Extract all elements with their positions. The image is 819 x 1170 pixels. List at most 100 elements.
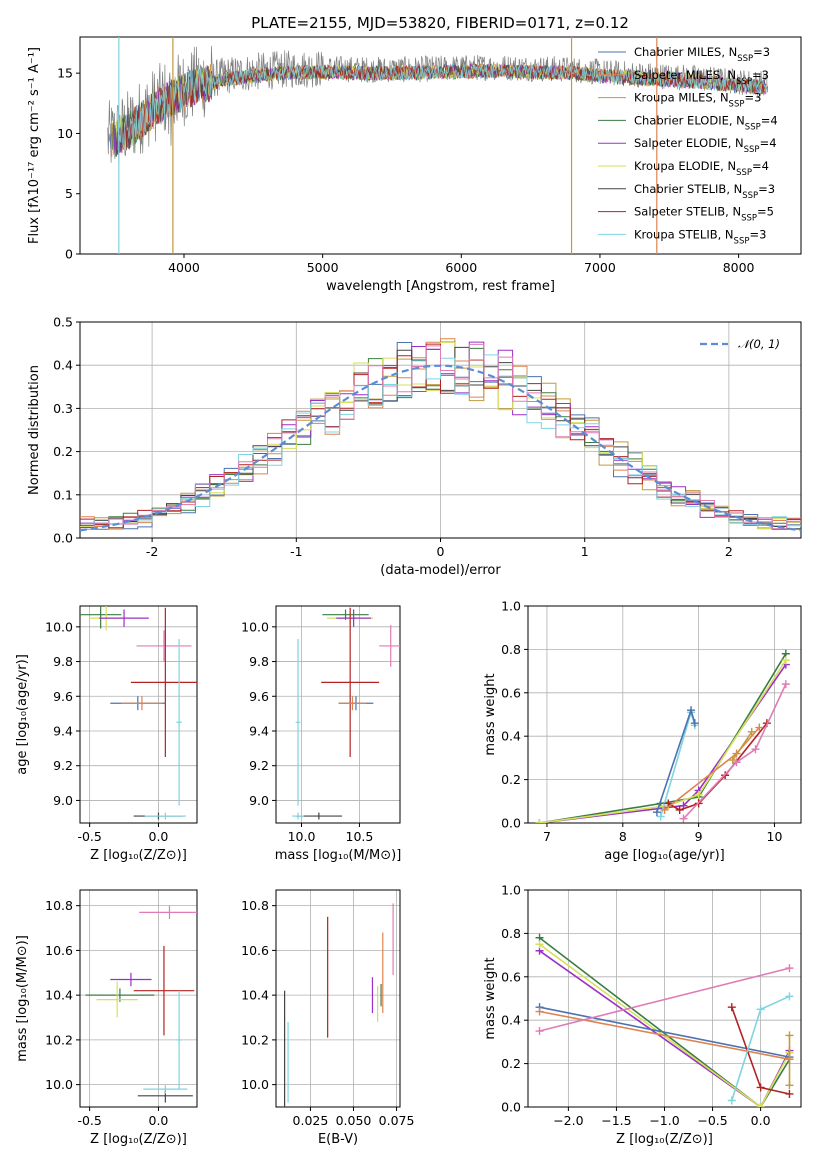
x-tick-label: 0.050: [336, 1113, 372, 1128]
weight-marker: [781, 656, 790, 665]
legend-label: Kroupa ELODIE, NSSP=4: [634, 159, 769, 178]
x-tick-label: 1: [581, 544, 589, 559]
weight-marker: [690, 719, 699, 728]
age_vs_mass-errorbars: [292, 607, 400, 820]
y-tick-label: 0.2: [501, 1056, 521, 1071]
x-tick-label: 0.075: [379, 1113, 415, 1128]
weight-series-line: [664, 726, 760, 811]
weight-series-line: [539, 653, 787, 823]
weight-marker: [660, 805, 669, 814]
x-tick-label: 0.0: [149, 829, 169, 844]
spectrum-legend: Chabrier MILES, NSSP=3 Salpeter MILES, NS…: [598, 45, 778, 246]
x-axis-label: Z [log₁₀(Z/Z⊙)]: [616, 1132, 713, 1147]
x-axis-label: E(B-V): [318, 1132, 358, 1147]
y-tick-label: 0.6: [501, 969, 521, 984]
weight-marker: [535, 819, 544, 823]
y-tick-label: 10.6: [45, 943, 73, 958]
plot-frame: [79, 321, 802, 539]
plot-frame: [527, 605, 802, 824]
y-tick-label: 10.4: [241, 988, 269, 1003]
weight-series-line: [656, 707, 696, 813]
x-tick-label: 6000: [445, 260, 477, 275]
weight-marker: [694, 790, 703, 799]
y-axis-label: mass weight: [483, 957, 498, 1039]
x-tick-label: -0.5: [77, 1113, 101, 1128]
y-tick-label: 9.4: [249, 723, 269, 738]
y-axis-label: Normed distribution: [27, 365, 42, 495]
x-axis-label: wavelength [Angstrom, rest frame]: [326, 279, 555, 294]
y-tick-label: 0.0: [501, 1100, 521, 1115]
y-tick-label: 9.2: [249, 758, 269, 773]
x-tick-label: 5000: [307, 260, 339, 275]
x-tick-label: −0.5: [697, 1113, 727, 1128]
y-axis-label: mass [log₁₀(M/M⊙)]: [15, 935, 30, 1062]
y-tick-label: 9.0: [53, 793, 73, 808]
legend-label: Salpeter ELODIE, NSSP=4: [634, 136, 777, 155]
x-tick-label: 0.025: [293, 1113, 329, 1128]
y-tick-label: 0.2: [53, 444, 73, 459]
weight-marker: [755, 723, 764, 732]
y-tick-label: 9.6: [53, 689, 73, 704]
y-tick-label: 10: [57, 126, 73, 141]
x-tick-label: 0.0: [751, 1113, 771, 1128]
y-tick-label: 9.6: [249, 689, 269, 704]
plot-frame: [79, 605, 198, 824]
y-tick-label: 0.8: [501, 926, 521, 941]
y-tick-label: 10.8: [45, 898, 73, 913]
x-tick-label: 9: [695, 829, 703, 844]
plot-frame: [527, 889, 802, 1108]
massweight_vs_Z-lines: [535, 933, 794, 1107]
weight-series-line: [539, 659, 787, 823]
weight-marker: [656, 812, 665, 821]
x-tick-label: 0: [437, 544, 445, 559]
y-tick-label: 9.0: [249, 793, 269, 808]
x-tick-label: −2.0: [553, 1113, 583, 1128]
weight-marker: [751, 745, 760, 754]
residual_histogram-axes: -2 -1 0 1 2 0.0 0.1 0.2 0.3 0.4 0.5 (data-model)/er…: [27, 315, 802, 578]
y-tick-label: 0.3: [53, 401, 73, 416]
plot-frame: [79, 889, 198, 1108]
x-tick-label: -1: [290, 544, 302, 559]
weight-marker: [728, 756, 737, 765]
y-tick-label: 0.0: [501, 816, 521, 831]
figure-title: PLATE=2155, MJD=53820, FIBERID=0171, z=0…: [251, 14, 629, 32]
y-tick-label: 10.4: [45, 988, 73, 1003]
weight-series-line: [539, 937, 791, 1107]
mass_vs_EBV-errorbars: [284, 903, 394, 1107]
histogram-legend: 𝒩(0, 1): [700, 337, 780, 351]
y-tick-label: 0.1: [53, 487, 73, 502]
y-tick-label: 0.5: [53, 315, 73, 330]
age_vs_mass-axes: 10.0 10.5 9.0 9.2 9.4 9.6 9.8 10.0 mass [log₁₀(M…: [241, 605, 401, 863]
x-tick-label: 7000: [584, 260, 616, 275]
y-tick-label: 9.4: [53, 723, 73, 738]
weight-marker: [675, 805, 684, 814]
x-tick-label: 8: [619, 829, 627, 844]
legend-label: Chabrier ELODIE, NSSP=4: [634, 113, 778, 132]
legend-label: Chabrier MILES, NSSP=3: [634, 45, 770, 64]
weight-marker: [785, 1089, 794, 1098]
y-tick-label: 1.0: [501, 599, 521, 614]
mass_vs_EBV-axes: 0.025 0.050 0.075 10.0 10.2 10.4 10.6 10.8 E(B-V…: [241, 889, 415, 1147]
legend-label: Kroupa MILES, NSSP=3: [634, 91, 761, 110]
age_vs_Z-errorbars: [80, 606, 197, 820]
x-tick-label: -2: [146, 544, 158, 559]
x-tick-label: 7: [543, 829, 551, 844]
plot-frame: [275, 889, 401, 1108]
massweight_vs_age-axes: 7 8 9 10 0.0 0.2 0.4 0.6 0.8 1.0 age [log₁₀(age/yr…: [483, 599, 802, 863]
weight-marker: [535, 1027, 544, 1036]
weight-marker: [687, 706, 696, 715]
y-tick-label: 9.8: [249, 654, 269, 669]
weight-marker: [747, 727, 756, 736]
x-tick-label: 0.0: [149, 1113, 169, 1128]
x-tick-label: 10.0: [288, 829, 316, 844]
y-axis-label: Flux [fλ10⁻¹⁷ erg cm⁻² s⁻¹ A⁻¹]: [27, 47, 42, 244]
weight-marker: [785, 964, 794, 973]
y-tick-label: 1.0: [501, 883, 521, 898]
y-tick-label: 10.0: [241, 1077, 269, 1092]
weight-marker: [652, 808, 661, 817]
x-axis-label: (data-model)/error: [380, 563, 501, 578]
weight-marker: [535, 1007, 544, 1016]
mass_vs_Z-errorbars: [85, 905, 197, 1103]
y-tick-label: 0.4: [501, 1013, 521, 1028]
